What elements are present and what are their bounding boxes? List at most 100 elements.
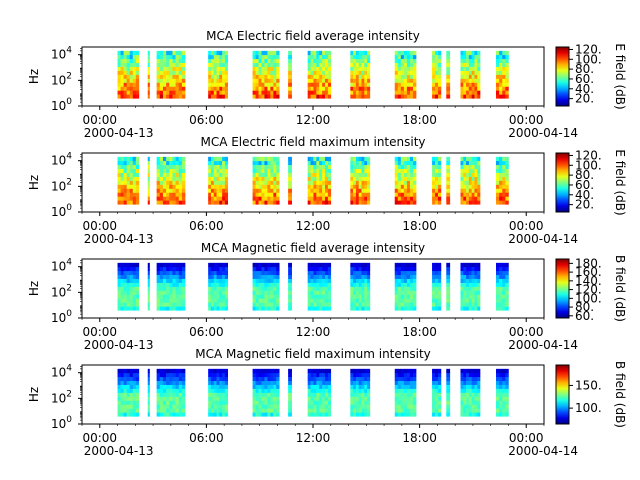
colorbar-gradient: [555, 258, 570, 319]
y-axis-label: Hz: [27, 281, 41, 296]
spectrogram-segment: [350, 50, 371, 99]
colorbar: 60.80.100.120.140.160.180. B field (dB): [555, 255, 627, 323]
x-tick-label: 12:00: [296, 325, 331, 339]
spectrogram-segment: [252, 368, 280, 417]
y-tick-label: 104: [51, 152, 72, 168]
spectrogram-segment: [288, 368, 292, 417]
colorbar-tick-label: 60.: [575, 178, 594, 192]
y-axis-label: Hz: [27, 175, 41, 190]
y-tick-label: 102: [51, 283, 72, 299]
spectrogram-segment: [446, 50, 451, 99]
colorbar-label: B field (dB): [613, 255, 627, 322]
colorbar-tick-label: 100.: [575, 52, 602, 66]
y-tick-label: 100: [51, 203, 72, 219]
colorbar: 20.40.60.80.100.120. E field (dB): [555, 148, 627, 216]
colorbar-tick-label: 40.: [575, 82, 594, 96]
colorbar-tick-label: 120.: [575, 283, 602, 297]
colorbar-tick-label: 100.: [575, 291, 602, 305]
colorbar-gradient: [555, 364, 570, 425]
panel-title: MCA Magnetic field average intensity: [201, 241, 425, 255]
colorbar-label: B field (dB): [613, 361, 627, 428]
spectrogram-segment: [432, 156, 442, 205]
x-tick-label: 06:00: [189, 325, 224, 339]
x-tick-label: 00:00: [509, 113, 544, 127]
panel-title: MCA Magnetic field maximum intensity: [195, 347, 431, 361]
x-tick-label: 00:00: [509, 431, 544, 445]
panel-2: MCA Electric field maximum intensity 100 1…: [27, 135, 627, 246]
colorbar-tick-label: 40.: [575, 188, 594, 202]
x-tick-label: 18:00: [402, 219, 437, 233]
x-date-right: 2000-04-14: [508, 444, 578, 458]
panel-title: MCA Electric field average intensity: [206, 29, 420, 43]
x-date-right: 2000-04-14: [508, 232, 578, 246]
spectrogram-segment: [156, 156, 186, 205]
spectrogram-segment: [432, 368, 442, 417]
spectrogram-segment: [208, 50, 229, 99]
spectrogram-segment: [156, 50, 186, 99]
colorbar-gradient: [555, 46, 570, 107]
spectrogram-segment: [252, 262, 280, 311]
y-tick-label: 100: [51, 415, 72, 431]
x-tick-label: 06:00: [189, 113, 224, 127]
y-tick-label: 102: [51, 389, 72, 405]
panel-title: MCA Electric field maximum intensity: [200, 135, 425, 149]
spectrogram-segment: [460, 262, 481, 311]
spectrogram-segment: [147, 262, 150, 311]
x-tick-label: 00:00: [509, 219, 544, 233]
spectrogram-segment: [496, 368, 509, 417]
x-date-right: 2000-04-14: [508, 126, 578, 140]
x-date-right: 2000-04-14: [508, 338, 578, 352]
colorbar-tick-label: 80.: [575, 300, 594, 314]
x-tick-label: 00:00: [82, 431, 117, 445]
colorbar: 100. 150. B field (dB): [555, 361, 627, 428]
spectrogram-segment: [208, 262, 229, 311]
spectrogram-segment: [446, 262, 451, 311]
spectrogram-segment: [208, 156, 229, 205]
x-tick-label: 18:00: [402, 431, 437, 445]
colorbar-tick-label: 80.: [575, 62, 594, 76]
y-tick-label: 102: [51, 71, 72, 87]
colorbar-gradient: [555, 152, 570, 213]
spectrogram-segment: [496, 156, 509, 205]
spectrogram-segment: [460, 50, 481, 99]
spectrogram-segment: [147, 50, 150, 99]
spectrogram-segment: [496, 50, 509, 99]
y-tick-label: 100: [51, 309, 72, 325]
colorbar-tick-label: 60.: [575, 72, 594, 86]
spectrogram-segment: [208, 368, 229, 417]
spectrogram-segment: [460, 156, 481, 205]
colorbar-tick-label: 20.: [575, 92, 594, 106]
spectrogram-segment: [117, 262, 140, 311]
colorbar-tick-label: 20.: [575, 198, 594, 212]
colorbar-tick-label: 140.: [575, 274, 602, 288]
spectrogram-segment: [350, 156, 371, 205]
x-tick-label: 12:00: [296, 113, 331, 127]
spectrogram-segment: [446, 156, 451, 205]
spectrogram-segment: [460, 368, 481, 417]
spectrogram-segment: [117, 368, 140, 417]
spectrogram-segment: [394, 262, 417, 311]
spectrogram-segment: [446, 368, 451, 417]
spectrogram-segment: [288, 50, 292, 99]
colorbar-tick-label: 80.: [575, 168, 594, 182]
x-date-left: 2000-04-13: [84, 232, 154, 246]
colorbar-label: E field (dB): [613, 149, 627, 215]
x-tick-label: 06:00: [189, 431, 224, 445]
x-tick-label: 12:00: [296, 431, 331, 445]
spectrogram-segment: [117, 156, 140, 205]
spectrogram-segment: [307, 156, 332, 205]
colorbar-tick-label: 100.: [575, 401, 602, 415]
x-tick-label: 00:00: [82, 219, 117, 233]
spectrogram-segment: [147, 156, 150, 205]
y-tick-label: 104: [51, 46, 72, 62]
spectrogram-segment: [252, 156, 280, 205]
x-tick-label: 00:00: [82, 325, 117, 339]
y-axis-label: Hz: [27, 69, 41, 84]
x-tick-label: 06:00: [189, 219, 224, 233]
panel-4: MCA Magnetic field maximum intensity 100 1…: [27, 347, 627, 458]
colorbar-tick-label: 180.: [575, 256, 602, 270]
x-tick-label: 18:00: [402, 113, 437, 127]
spectrogram-segment: [307, 368, 332, 417]
colorbar-tick-label: 120.: [575, 42, 602, 56]
spectrogram-segment: [350, 368, 371, 417]
